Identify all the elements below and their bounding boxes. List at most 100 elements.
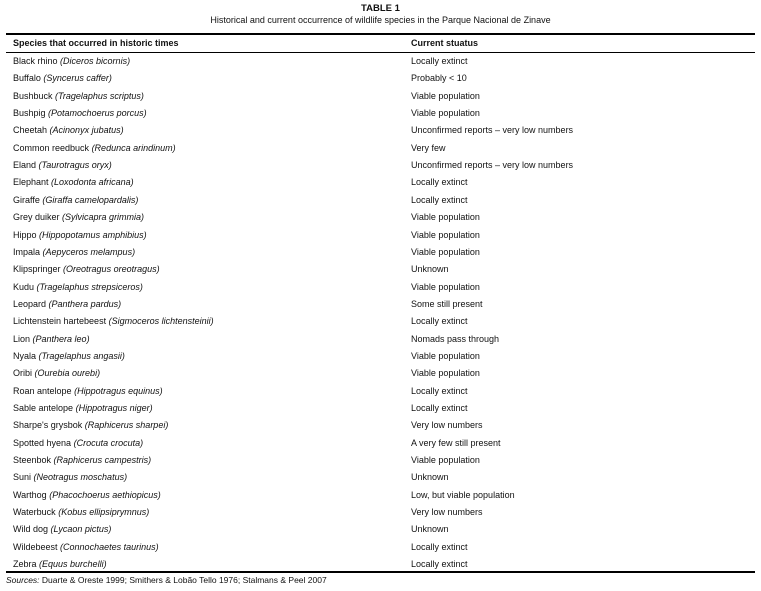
species-latin-name: (Lycaon pictus): [50, 524, 112, 535]
table-row: Waterbuck (Kobus ellipsiprymnus) Very low…: [0, 504, 761, 521]
species-cell: Cheetah (Acinonyx jubatus): [13, 122, 124, 139]
table-row: Common reedbuck (Redunca arindinum) Very …: [0, 140, 761, 157]
table-row: Wildebeest (Connochaetes taurinus) Locall…: [0, 539, 761, 556]
species-latin-name: (Syncerus caffer): [43, 73, 112, 84]
species-cell: Buffalo (Syncerus caffer): [13, 70, 112, 87]
species-latin-name: (Hippotragus equinus): [74, 385, 163, 396]
species-common-name: Sharpe's grysbok: [13, 420, 83, 431]
species-common-name: Cheetah: [13, 125, 48, 136]
status-cell: A very few still present: [411, 437, 501, 448]
species-common-name: Steenbok: [13, 455, 52, 466]
status-cell: Locally extinct: [411, 541, 468, 552]
table-row: Leopard (Panthera pardus) Some still pres…: [0, 296, 761, 313]
species-common-name: Oribi: [13, 368, 33, 379]
species-common-name: Spotted hyena: [13, 437, 72, 448]
sources-text: Duarte & Oreste 1999; Smithers & Lobão T…: [41, 575, 327, 585]
status-cell: Locally extinct: [411, 316, 468, 327]
status-cell: Locally extinct: [411, 177, 468, 188]
table-row: Sable antelope (Hippotragus niger) Locall…: [0, 400, 761, 417]
table-row: Buffalo (Syncerus caffer) Probably < 10: [0, 70, 761, 87]
species-common-name: Klipspringer: [13, 264, 61, 275]
species-cell: Zebra (Equus burchelli): [13, 556, 107, 573]
species-latin-name: (Tragelaphus strepsiceros): [36, 281, 143, 292]
status-cell: Very few: [411, 142, 446, 153]
species-common-name: Sable antelope: [13, 403, 74, 413]
table-caption: Historical and current occurrence of wil…: [210, 15, 551, 25]
species-cell: Impala (Aepyceros melampus): [13, 244, 135, 261]
species-cell: Bushpig (Potamochoerus porcus): [13, 105, 147, 122]
header-species: Species that occurred in historic times: [13, 38, 179, 48]
species-cell: Nyala (Tragelaphus angasii): [13, 348, 125, 365]
species-common-name: Suni: [13, 472, 32, 483]
table-row: Impala (Aepyceros melampus) Viable popula…: [0, 244, 761, 261]
status-cell: Unconfirmed reports – very low numbers: [411, 160, 574, 171]
status-cell: Unknown: [411, 264, 449, 275]
table-row: Eland (Taurotragus oryx) Unconfirmed repo…: [0, 157, 761, 174]
status-cell: Very low numbers: [411, 507, 483, 518]
table-row: Giraffe (Giraffa camelopardalis) Locally …: [0, 192, 761, 209]
table-row: Nyala (Tragelaphus angasii) Viable popula…: [0, 348, 761, 365]
species-latin-name: (Raphicerus campestris): [53, 455, 152, 466]
header-status: Current stuatus: [411, 38, 479, 48]
status-cell: Locally extinct: [411, 194, 468, 205]
species-cell: Wild dog (Lycaon pictus): [13, 521, 111, 538]
species-common-name: Wildebeest: [13, 541, 58, 552]
species-common-name: Common reedbuck: [13, 142, 90, 153]
species-cell: Leopard (Panthera pardus): [13, 296, 121, 313]
table-row: Sharpe's grysbok (Raphicerus sharpei) Ver…: [0, 417, 761, 434]
status-cell: Unconfirmed reports – very low numbers: [411, 125, 574, 136]
species-common-name: Waterbuck: [13, 507, 56, 518]
table-row: Black rhino (Diceros bicornis) Locally ex…: [0, 53, 761, 70]
species-latin-name: (Kobus ellipsiprymnus): [58, 507, 150, 518]
table-row: Lichtenstein hartebeest (Sigmoceros lich…: [0, 313, 761, 330]
species-cell: Waterbuck (Kobus ellipsiprymnus): [13, 504, 149, 521]
status-cell: Viable population: [411, 212, 480, 223]
species-cell: Common reedbuck (Redunca arindinum): [13, 140, 176, 157]
species-latin-name: (Hippotragus niger): [75, 403, 153, 413]
species-common-name: Impala: [13, 246, 41, 257]
species-common-name: Bushbuck: [13, 90, 53, 101]
status-cell: Viable population: [411, 246, 480, 257]
species-latin-name: (Sylvicapra grimmia): [62, 212, 145, 223]
table-row: Zebra (Equus burchelli) Locally extinct: [0, 556, 761, 573]
table-row: Lion (Panthera leo) Nomads pass through: [0, 331, 761, 348]
status-cell: Viable population: [411, 368, 480, 379]
species-cell: Lion (Panthera leo): [13, 331, 90, 348]
table-row: Bushbuck (Tragelaphus scriptus) Viable po…: [0, 88, 761, 105]
species-common-name: Leopard: [13, 298, 47, 309]
top-rule: [6, 33, 755, 35]
species-cell: Giraffe (Giraffa camelopardalis): [13, 192, 138, 209]
species-latin-name: (Panthera pardus): [48, 298, 122, 309]
table-row: Hippo (Hippopotamus amphibius) Viable pop…: [0, 227, 761, 244]
status-cell: Viable population: [411, 108, 480, 119]
species-common-name: Kudu: [13, 281, 35, 292]
status-cell: Locally extinct: [411, 56, 468, 66]
species-common-name: Bushpig: [13, 108, 46, 119]
species-cell: Grey duiker (Sylvicapra grimmia): [13, 209, 144, 226]
status-cell: Viable population: [411, 455, 480, 466]
table-row: Oribi (Ourebia ourebi) Viable population: [0, 365, 761, 382]
status-cell: Locally extinct: [411, 385, 468, 396]
species-common-name: Roan antelope: [13, 385, 72, 396]
species-cell: Lichtenstein hartebeest (Sigmoceros lich…: [13, 313, 214, 330]
species-common-name: Black rhino: [13, 56, 58, 66]
status-cell: Low, but viable population: [411, 489, 515, 500]
species-cell: Warthog (Phacochoerus aethiopicus): [13, 487, 161, 504]
species-cell: Sable antelope (Hippotragus niger): [13, 400, 153, 417]
species-common-name: Lion: [13, 333, 31, 344]
species-cell: Elephant (Loxodonta africana): [13, 174, 134, 191]
table-row: Klipspringer (Oreotragus oreotragus) Unkn…: [0, 261, 761, 278]
table-row: Steenbok (Raphicerus campestris) Viable p…: [0, 452, 761, 469]
species-common-name: Warthog: [13, 489, 47, 500]
table-row: Suni (Neotragus moschatus) Unknown: [0, 469, 761, 486]
species-latin-name: (Redunca arindinum): [91, 142, 176, 153]
species-common-name: Giraffe: [13, 194, 40, 205]
status-cell: Viable population: [411, 229, 480, 240]
species-latin-name: (Taurotragus oryx): [38, 160, 112, 171]
species-latin-name: (Panthera leo): [32, 333, 90, 344]
sources-label: Sources:: [6, 575, 40, 585]
species-common-name: Zebra: [13, 559, 37, 570]
species-cell: Eland (Taurotragus oryx): [13, 157, 112, 174]
table-row: Bushpig (Potamochoerus porcus) Viable pop…: [0, 105, 761, 122]
table-row: Wild dog (Lycaon pictus) Unknown: [0, 521, 761, 538]
